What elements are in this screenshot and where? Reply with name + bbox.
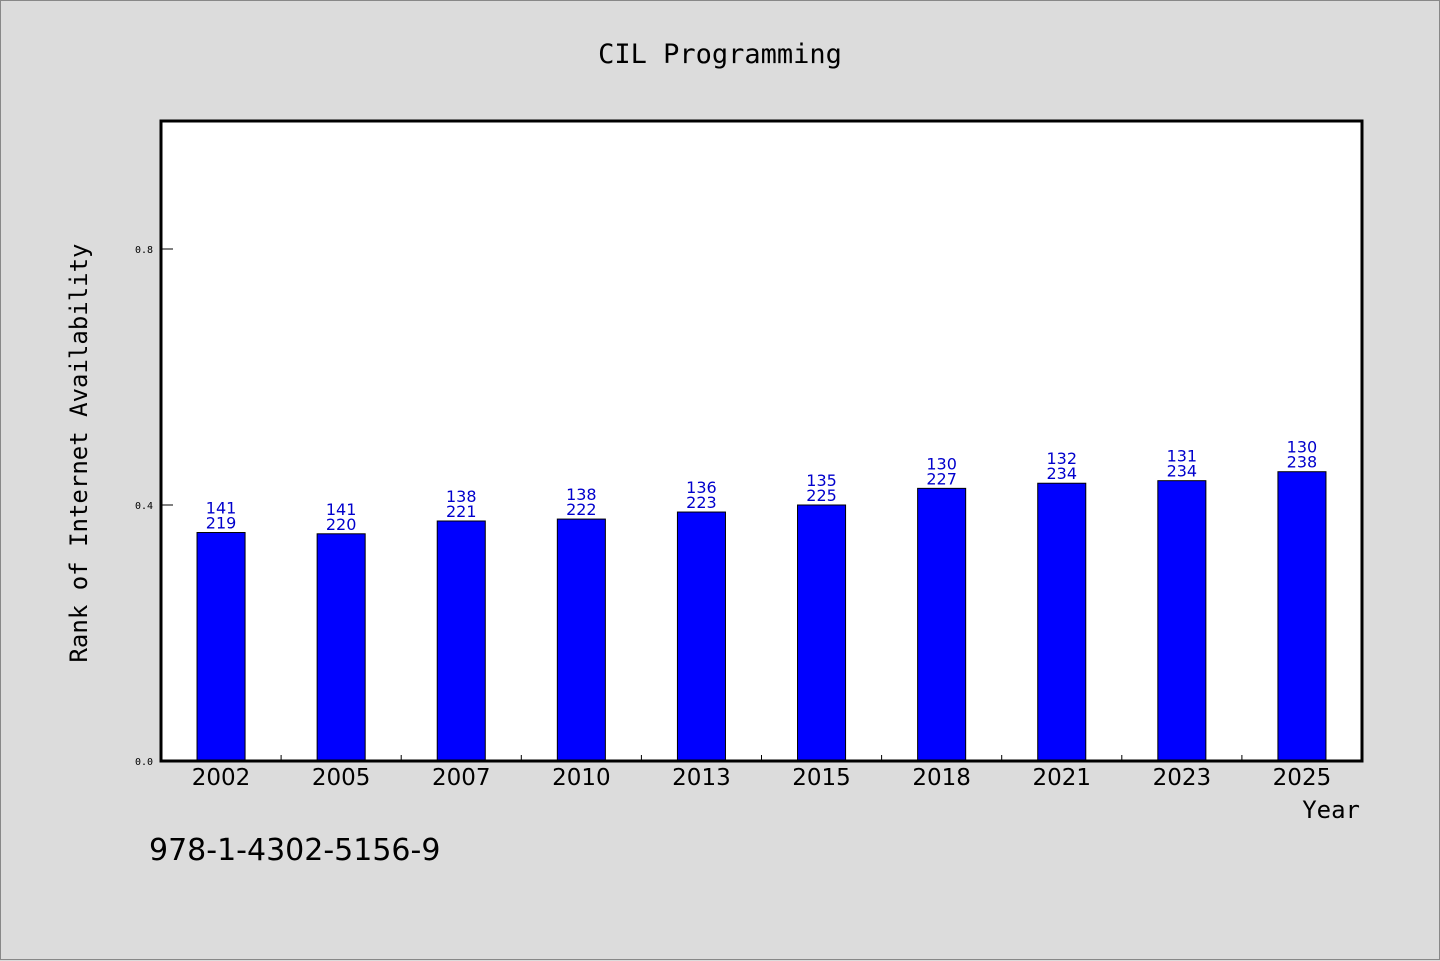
bar <box>797 504 847 762</box>
x-tick-label: 2002 <box>192 765 251 791</box>
data-label-top: 132 <box>1046 449 1077 468</box>
x-tick-label: 2021 <box>1032 765 1091 791</box>
data-label-top: 141 <box>206 499 237 518</box>
x-tick-label: 2018 <box>912 765 971 791</box>
y-tick-label: 0.4 <box>135 501 153 512</box>
bar <box>556 518 606 762</box>
data-label-bottom: 221 <box>446 502 477 521</box>
y-tick-label: 0.0 <box>135 757 153 768</box>
data-label-top: 136 <box>686 478 717 497</box>
x-tick-label: 2015 <box>792 765 851 791</box>
data-label-bottom: 234 <box>1046 464 1077 483</box>
x-tick-label: 2005 <box>312 765 371 791</box>
bar <box>436 520 486 762</box>
data-label-top: 130 <box>926 454 957 473</box>
x-tick-label: 2007 <box>432 765 491 791</box>
data-label-top: 131 <box>1167 447 1198 466</box>
data-label-bottom: 219 <box>206 514 237 533</box>
data-label-top: 138 <box>566 485 597 504</box>
data-label-bottom: 238 <box>1287 453 1318 472</box>
x-tick-label: 2013 <box>672 765 731 791</box>
data-label-bottom: 223 <box>686 493 717 512</box>
data-label-top: 138 <box>446 487 477 506</box>
data-label-bottom: 220 <box>326 515 357 534</box>
x-tick-label: 2025 <box>1273 765 1332 791</box>
y-axis-label: Rank of Internet Availability <box>65 243 93 662</box>
bar <box>676 511 726 762</box>
data-label-bottom: 222 <box>566 500 597 519</box>
plot-border <box>159 119 1364 763</box>
data-label-bottom: 225 <box>806 486 837 505</box>
bar <box>1157 480 1207 762</box>
bar <box>1037 482 1087 762</box>
data-label-top: 130 <box>1287 438 1318 457</box>
x-axis-label: Year <box>1302 796 1360 824</box>
chart-title: CIL Programming <box>598 39 842 70</box>
data-label-top: 141 <box>326 500 357 519</box>
data-label-bottom: 234 <box>1167 462 1198 481</box>
y-tick-label: 0.8 <box>135 245 153 256</box>
data-label-top: 135 <box>806 471 837 490</box>
bar <box>196 532 246 762</box>
x-tick-label: 2023 <box>1153 765 1212 791</box>
bar <box>316 533 366 762</box>
x-tick-label: 2010 <box>552 765 611 791</box>
isbn-footer: 978-1-4302-5156-9 <box>149 833 441 868</box>
data-label-bottom: 227 <box>926 469 957 488</box>
bar <box>917 487 967 762</box>
bar <box>1277 471 1327 762</box>
